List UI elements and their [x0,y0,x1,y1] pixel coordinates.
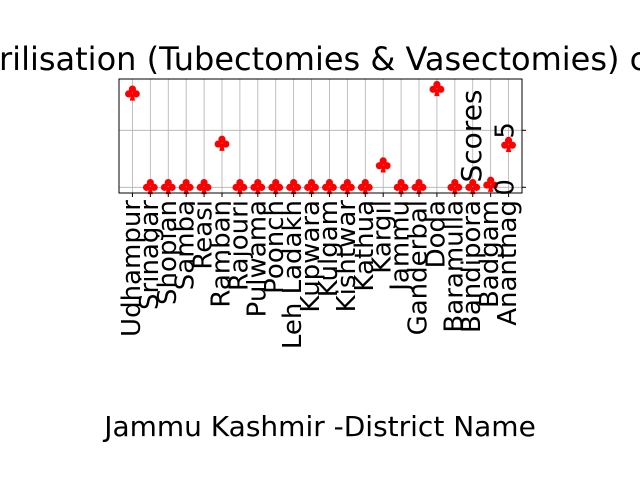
x-tick-label: Badgam [475,200,505,308]
data-point [125,85,140,101]
y-axis-label: Scores [455,89,488,182]
x-tick-label: Kargil [368,200,398,274]
x-axis-ticks: UdhampurSrinagarShopianSambaReasiRambanR… [117,193,523,349]
y-axis-ticks: 05 [491,122,526,196]
y-tick-label: 0 [491,179,521,196]
data-point [142,178,158,195]
data-point [393,178,409,195]
x-tick-label: Reasi [189,200,219,270]
x-tick-label: Ganderbal [404,200,434,335]
data-point [501,136,516,152]
data-point [178,178,194,195]
x-tick-label: Srinagar [135,200,165,310]
x-axis-label: Jammu Kashmir -District Name [102,410,536,443]
x-tick-label: Kishtwar [332,200,362,313]
data-points [125,80,516,195]
data-point [160,178,176,195]
data-point [196,178,212,195]
data-point [322,178,337,195]
chart-title: No. of Sterilisation (Tubectomies & Vase… [0,40,640,78]
data-point [250,178,266,195]
data-point [483,176,499,192]
x-tick-label: Ramban [206,200,236,308]
x-tick-label: Rajouri [224,200,254,291]
data-point [304,178,319,195]
data-point [232,178,248,195]
x-tick-label: Kathua [350,200,380,292]
plot-area-frame [118,78,523,194]
data-point [411,178,427,195]
x-tick-label: Baramulla [439,200,469,333]
x-tick-label: Pulwama [242,200,272,317]
data-point [286,178,302,195]
data-point [465,178,481,195]
x-tick-label: Poonch [260,200,290,294]
x-tick-label: Shopian [153,200,183,305]
x-tick-label: Leh Ladakh [278,200,308,349]
data-point [214,135,230,151]
data-point [447,178,463,195]
x-tick-label: Kupwara [296,200,326,313]
x-tick-label: Udhampur [117,200,147,337]
x-tick-label: Doda [421,200,451,268]
x-tick-label: Anantnag [493,200,523,326]
data-point [339,178,355,195]
data-point [268,178,284,195]
x-tick-label: Bandipora [457,200,487,333]
data-point [357,178,373,195]
y-tick-label: 5 [491,122,521,139]
x-tick-label: Samba [171,200,201,290]
data-point [375,157,391,173]
data-point [429,80,445,97]
x-tick-label: Jammu [386,200,416,293]
x-tick-label: Kulgam [314,200,344,297]
